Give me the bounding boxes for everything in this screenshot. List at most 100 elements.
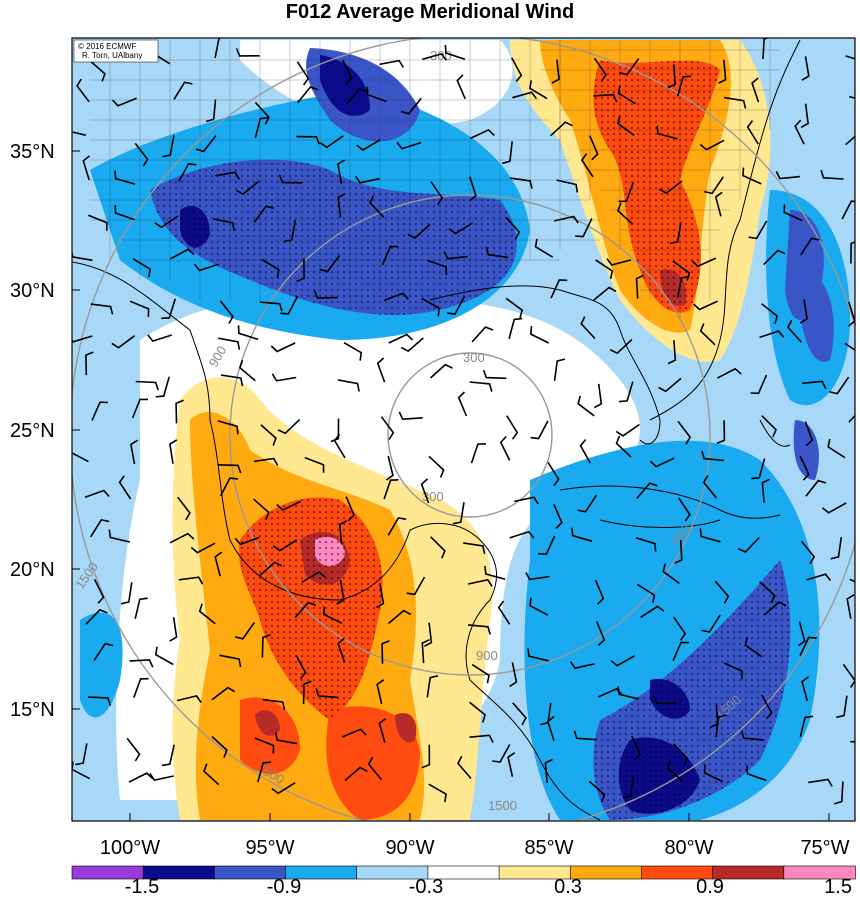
wind-barb (380, 416, 395, 440)
wind-barb (257, 761, 272, 783)
wind-barb (238, 359, 256, 382)
wind-barb (674, 539, 683, 564)
wind-barb (457, 391, 468, 417)
wind-barb (344, 766, 368, 782)
wind-barb (218, 464, 242, 474)
wind-barb (319, 135, 344, 149)
colorbar-labels: -1.5 -0.9 -0.3 0.3 0.9 1.5 (125, 876, 852, 898)
wind-barb (672, 743, 689, 766)
wind-barb (211, 736, 228, 758)
wind-barb (259, 561, 283, 577)
wind-barb (381, 640, 390, 664)
wind-barb (337, 192, 346, 218)
wind-barb (717, 367, 742, 379)
wind-barb (672, 641, 689, 662)
wind-barb (130, 439, 139, 465)
wind-barb (111, 97, 137, 107)
wind-barb (134, 142, 149, 167)
wind-barb (841, 200, 855, 220)
wind-barb (609, 338, 633, 355)
wind-barb (378, 717, 387, 743)
wind-barb (296, 135, 320, 145)
lat-label: 30°N (10, 280, 55, 302)
wind-barb (294, 601, 317, 619)
wind-barb (653, 695, 677, 705)
wind-barb (787, 319, 802, 343)
wind-barb (593, 286, 617, 301)
wind-barb (108, 529, 131, 543)
wind-barb (260, 424, 277, 446)
wind-barb (471, 663, 490, 684)
wind-barb (699, 323, 716, 346)
wind-barb (800, 237, 820, 256)
wind-barb (575, 218, 593, 238)
wind-barb (75, 743, 88, 766)
wind-barb (132, 258, 152, 278)
wind-barb (677, 420, 692, 445)
wind-barb (783, 204, 803, 222)
colorbar-label: 0.3 (554, 876, 582, 898)
wind-barb (170, 248, 195, 260)
wind-barb (93, 579, 105, 604)
wind-barb (383, 479, 399, 500)
wind-barb (254, 116, 269, 139)
wind-barb (714, 191, 723, 217)
wind-barb (154, 646, 174, 666)
wind-barb (72, 335, 93, 343)
wind-barb (636, 482, 658, 499)
wind-barb (544, 758, 553, 784)
wind-barb (470, 128, 495, 140)
wind-barb (343, 342, 363, 361)
wind-barb (485, 246, 509, 259)
wind-barb (529, 80, 548, 100)
wind-barb (850, 241, 855, 264)
wind-barb (169, 617, 178, 642)
colorbar-label: -0.3 (409, 876, 443, 898)
wind-barb (737, 536, 760, 553)
wind-barb (553, 503, 563, 529)
wind-barb (169, 439, 178, 464)
wind-barb (195, 135, 217, 153)
wind-barb (219, 300, 234, 324)
wind-barb (261, 258, 280, 278)
wind-barb (538, 535, 556, 556)
wind-barb (87, 696, 112, 706)
wind-barb (205, 99, 217, 123)
colorbar-label: -0.9 (267, 876, 301, 898)
wind-barb (723, 662, 744, 680)
wind-barb (463, 542, 486, 554)
lon-label: 95°W (245, 837, 294, 859)
wind-barb (129, 659, 154, 668)
wind-barb (484, 565, 506, 580)
wind-barb (421, 52, 447, 61)
wind-barb (421, 744, 431, 769)
wind-barb (346, 87, 368, 105)
wind-barb (214, 551, 223, 577)
wind-barb (691, 257, 717, 268)
wind-barb (512, 91, 538, 100)
wind-barb (89, 60, 106, 82)
svg-text:1500: 1500 (488, 798, 517, 813)
wind-barb (618, 182, 635, 203)
wind-barb (384, 292, 409, 302)
wind-barb (470, 443, 486, 464)
map-panel: 300 300 900 900 900 1500 1500 1500 1500 … (72, 38, 855, 821)
wind-barb (704, 176, 724, 195)
wind-barb (799, 636, 817, 656)
wind-barb (507, 752, 516, 777)
wind-barb (424, 622, 433, 648)
wind-barb (296, 258, 305, 283)
wind-barb (723, 96, 747, 109)
wind-barb (379, 59, 405, 68)
wind-barb (85, 351, 94, 376)
wind-barb (169, 532, 195, 544)
wind-barb (746, 765, 767, 782)
wind-barb (178, 162, 197, 182)
wind-barb (341, 59, 353, 85)
wind-barb (428, 783, 447, 803)
wind-barb (161, 744, 175, 767)
wind-barb (525, 572, 550, 581)
wind-barb (213, 218, 235, 231)
wind-barb (406, 576, 426, 596)
wind-barb (746, 120, 759, 145)
